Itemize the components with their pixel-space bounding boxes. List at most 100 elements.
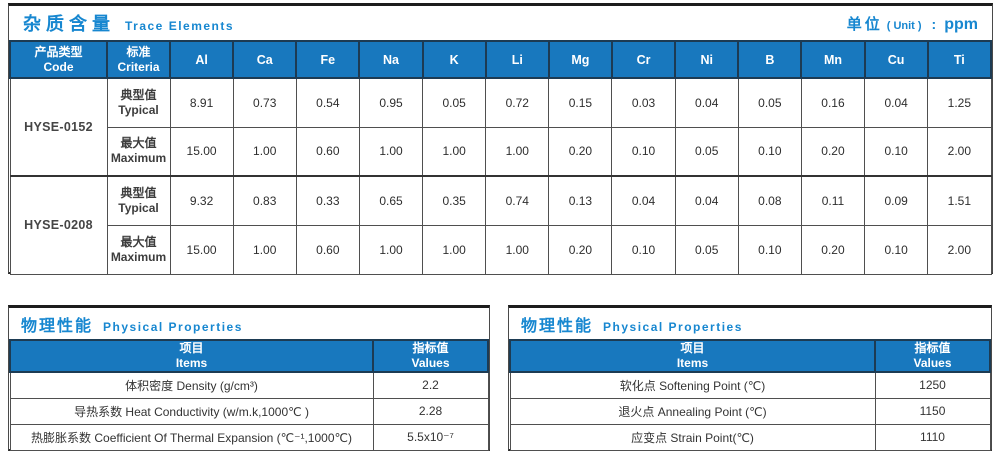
criteria-label-cell: 典型值 Typical (106, 175, 171, 226)
criteria-header-en: Criteria (117, 59, 160, 74)
element-column-header: Ca (232, 40, 298, 79)
property-item-cell: 导热系数 Heat Conductivity (w/m.k,1000℃ ) (9, 397, 374, 425)
element-column-header: Ni (674, 40, 740, 79)
items-column-header: 项目 Items (9, 339, 374, 373)
criteria-label-cell: 典型值 Typical (106, 77, 171, 128)
criteria-column-header: 标准 Criteria (106, 40, 171, 79)
trace-value-cell: 0.04 (674, 175, 739, 226)
trace-data-row: 最大值 Maximum 15.00 1.00 0.60 1.00 1.00 1.00 0.20 0… (10, 126, 992, 177)
criteria-label-cn: 典型值 (120, 87, 157, 102)
trace-value-cell: 0.04 (674, 77, 739, 128)
trace-value-cell: 0.15 (548, 77, 613, 128)
physical-title-cn: 物理性能 (521, 317, 594, 335)
physical-header-row: 项目 Items 指标值 Values (9, 339, 489, 373)
trace-data-row: 最大值 Maximum 15.00 1.00 0.60 1.00 1.00 1.00 0.20 0… (10, 224, 992, 275)
criteria-label-en: Maximum (110, 249, 167, 264)
trace-value-cell: 9.32 (169, 175, 234, 226)
unit-colon: : (931, 15, 937, 32)
physical-properties-panel-right: 物理性能 Physical Properties 项目 Items 指标值 Va… (508, 305, 992, 451)
trace-value-cell: 0.95 (358, 77, 424, 128)
trace-value-cell: 0.35 (422, 175, 487, 226)
criteria-header-cn: 标准 (126, 44, 151, 59)
property-item-cell: 体积密度 Density (g/cm³) (9, 371, 374, 399)
property-value-cell: 1150 (874, 397, 991, 425)
trace-value-cell: 2.00 (927, 126, 992, 177)
trace-value-cell: 0.10 (864, 224, 929, 275)
trace-value-cell: 0.05 (674, 224, 739, 275)
trace-value-cell: 0.11 (800, 175, 866, 226)
trace-data-row: HYSE-0208 典型值 Typical 9.32 0.83 0.33 0.65 0.35 0… (9, 175, 992, 275)
element-column-header: Li (484, 40, 550, 79)
items-header-en: Items (676, 356, 709, 370)
trace-value-cell: 0.04 (864, 77, 929, 128)
trace-value-cell: 0.09 (864, 175, 929, 226)
table-row: 体积密度 Density (g/cm³) 2.2 (9, 371, 489, 399)
table-row: 热膨胀系数 Coefficient Of Thermal Expansion (… (9, 423, 489, 451)
values-column-header: 指标值 Values (372, 339, 489, 373)
trace-value-cell: 1.00 (358, 224, 424, 275)
trace-value-cell: 1.00 (485, 126, 550, 177)
trace-value-cell: 0.10 (864, 126, 929, 177)
criteria-label-cell: 最大值 Maximum (106, 224, 171, 275)
trace-value-cell: 0.10 (737, 126, 802, 177)
values-header-cn: 指标值 (412, 341, 449, 355)
criteria-label-en: Typical (118, 102, 159, 117)
trace-value-cell: 0.10 (611, 126, 676, 177)
unit-label-en: ( Unit ) (886, 19, 922, 32)
unit-value: ppm (944, 15, 978, 33)
element-column-header: Ti (926, 40, 993, 79)
items-column-header: 项目 Items (509, 339, 876, 373)
trace-elements-table: 产品类型 Code 标准 Criteria Al Ca Fe Na K Li Mg Cr Ni B… (9, 40, 993, 275)
trace-value-cell: 0.60 (295, 126, 360, 177)
trace-value-cell: 0.74 (485, 175, 550, 226)
trace-value-cell: 0.54 (295, 77, 360, 128)
physical-properties-table-left: 项目 Items 指标值 Values 体积密度 Density (g/cm³)… (9, 339, 489, 451)
trace-value-cell: 0.04 (611, 175, 676, 226)
values-header-cn: 指标值 (914, 341, 951, 355)
physical-title-bar: 物理性能 Physical Properties (9, 308, 489, 339)
criteria-label-en: Maximum (110, 151, 167, 166)
element-column-header: Fe (295, 40, 361, 79)
code-column-header: 产品类型 Code (9, 40, 108, 79)
trace-value-cell: 0.72 (485, 77, 550, 128)
trace-header-row: 产品类型 Code 标准 Criteria Al Ca Fe Na K Li Mg Cr Ni B… (9, 40, 993, 79)
physical-title-en: Physical Properties (603, 319, 743, 334)
trace-value-cell: 8.91 (169, 77, 234, 128)
table-row: 应变点 Strain Point(℃) 1110 (509, 423, 991, 451)
trace-data-row: HYSE-0152 典型值 Typical 8.91 0.73 0.54 0.95 0.05 0… (9, 77, 992, 177)
trace-value-cell: 0.73 (232, 77, 297, 128)
trace-value-cell: 2.00 (927, 224, 992, 275)
trace-value-cell: 0.20 (800, 224, 866, 275)
property-item-cell: 退火点 Annealing Point (℃) (509, 397, 876, 425)
trace-title-en: Trace Elements (125, 19, 235, 33)
trace-value-cell: 1.00 (422, 126, 487, 177)
trace-value-cell: 0.20 (800, 126, 866, 177)
element-column-header: Cu (863, 40, 929, 79)
trace-value-cell: 1.00 (232, 126, 297, 177)
physical-header-row: 项目 Items 指标值 Values (509, 339, 991, 373)
table-row: 导热系数 Heat Conductivity (w/m.k,1000℃ ) 2.… (9, 397, 489, 425)
property-item-cell: 应变点 Strain Point(℃) (509, 423, 876, 451)
trace-value-cell: 1.51 (927, 175, 992, 226)
trace-value-cell: 0.20 (548, 126, 613, 177)
element-column-header: B (737, 40, 803, 79)
trace-value-cell: 0.60 (295, 224, 360, 275)
trace-title-bar: 杂质含量 Trace Elements 单位 ( Unit ) : ppm (9, 6, 992, 40)
trace-value-cell: 0.83 (232, 175, 297, 226)
code-header-en: Code (43, 59, 74, 74)
element-column-header: K (421, 40, 487, 79)
trace-value-cell: 1.00 (422, 224, 487, 275)
element-column-header: Na (358, 40, 424, 79)
property-value-cell: 2.2 (372, 371, 489, 399)
trace-value-cell: 0.13 (548, 175, 613, 226)
property-value-cell: 5.5x10⁻⁷ (372, 423, 489, 451)
trace-value-cell: 0.20 (548, 224, 613, 275)
product-code-cell: HYSE-0152 (9, 77, 108, 177)
items-header-en: Items (175, 356, 208, 370)
items-header-cn: 项目 (680, 341, 705, 355)
trace-value-cell: 0.16 (800, 77, 866, 128)
element-column-header: Cr (610, 40, 677, 79)
physical-title-cn: 物理性能 (21, 317, 94, 335)
physical-properties-panel-left: 物理性能 Physical Properties 项目 Items 指标值 Va… (8, 305, 490, 451)
trace-value-cell: 0.05 (737, 77, 802, 128)
